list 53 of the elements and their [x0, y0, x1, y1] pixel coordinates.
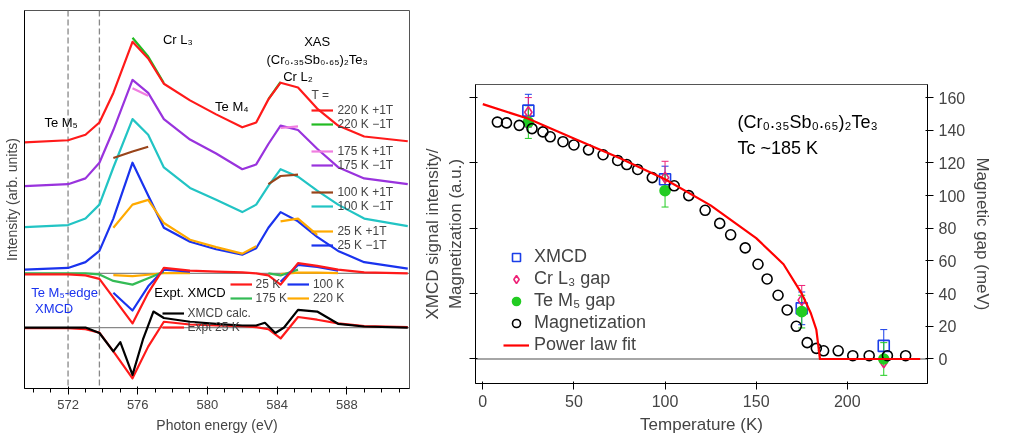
y2-tick-label: 40: [938, 285, 957, 303]
legend-title: T =: [311, 87, 330, 102]
x-tick-label: 580: [196, 396, 219, 412]
legend-label: 175 K +1T: [337, 143, 394, 158]
legend-label: 100 K +1T: [337, 184, 394, 199]
y2-tick-label: 20: [938, 318, 957, 336]
x-tick-label: 200: [833, 392, 861, 410]
y2-tick-label: 100: [938, 187, 966, 205]
x-axis-title: Temperature (K): [640, 414, 763, 434]
annotation: Tc ~185 K: [737, 137, 819, 158]
x-tick-label: 572: [57, 396, 79, 412]
annotation: Te M₅-edge: [31, 285, 98, 301]
y2-axis-title: Magnetic gap (meV): [973, 157, 993, 311]
legend-label: Power law fit: [534, 334, 637, 355]
x-tick-label: 576: [126, 396, 149, 412]
x-tick-label: 50: [565, 392, 583, 410]
y-axis-title: XMCD signal intensity/ Magnetization (a.u.): [422, 148, 465, 320]
legend-label: XMCD calc.: [187, 305, 251, 320]
annotation: Te M₅: [44, 115, 78, 131]
y2-tick-label: 160: [938, 89, 966, 107]
legend-label: Te M₅ gap: [534, 290, 616, 311]
y2-tick-label: 60: [938, 252, 957, 270]
annotation: (Cr₀.₃₅Sb₀.₆₅)₂Te₃: [266, 52, 368, 68]
legend-label: XMCD: [534, 246, 587, 267]
y2-tick-label: 80: [938, 220, 957, 238]
y2-tick-label: 0: [938, 350, 948, 368]
annotation: XMCD: [34, 301, 74, 317]
legend-label: 175 K: [255, 290, 287, 305]
legend-label: 175 K −1T: [337, 157, 394, 172]
x-tick-label: 588: [335, 396, 358, 412]
annotation: Cr L₂: [283, 68, 313, 84]
legend-label: Magnetization: [534, 312, 647, 333]
y2-tick-label: 120: [938, 154, 966, 172]
legend-label: 25 K −1T: [337, 237, 387, 252]
annotation: (Cr₀.₃₅Sb₀.₆₅)₂Te₃: [737, 111, 878, 132]
annotation: Expt. XMCD: [154, 284, 226, 300]
legend-label: 100 K −1T: [337, 198, 394, 213]
y2-tick-label: 140: [938, 122, 966, 140]
legend-label: 220 K −1T: [337, 116, 394, 131]
legend-label: 25 K +1T: [337, 223, 387, 238]
x-tick-label: 100: [651, 392, 679, 410]
legend-label: 220 K +1T: [337, 102, 394, 117]
annotation: XAS: [304, 33, 331, 49]
annotation: Te M₄: [215, 99, 249, 115]
y-axis-title: Intensity (arb. units): [3, 138, 20, 261]
legend-label: 220 K: [312, 290, 345, 305]
x-axis-title: Photon energy (eV): [156, 416, 278, 433]
x-tick-label: 0: [478, 392, 488, 410]
legend-label: 100 K: [312, 276, 345, 291]
x-tick-label: 150: [742, 392, 770, 410]
annotation: Cr L₃: [162, 31, 193, 47]
legend-label: Cr L₃ gap: [534, 268, 611, 289]
x-tick-label: 584: [266, 396, 288, 412]
